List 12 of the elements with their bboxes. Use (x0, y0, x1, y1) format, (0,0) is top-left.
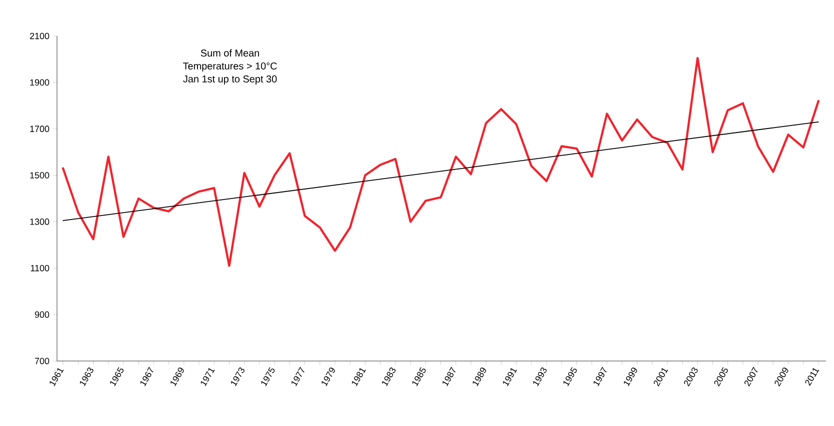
annotation: Temperatures > 10°C (182, 62, 277, 72)
y-tick-label: 1100 (30, 264, 50, 272)
y-tick-label: 1500 (30, 172, 50, 178)
annotation: Sum of Mean (200, 49, 259, 57)
y-tick-label: 1700 (30, 126, 50, 132)
y-tick-label: 700 (34, 358, 50, 364)
line-series (62, 56, 820, 267)
y-tick-label: 1900 (30, 79, 50, 86)
y-tick-label: 2100 (30, 32, 50, 40)
y-tick-label: 1300 (30, 218, 50, 225)
y-tick-label: 900 (34, 311, 50, 318)
annotation: Jan 1st up to Sept 30 (183, 75, 277, 84)
